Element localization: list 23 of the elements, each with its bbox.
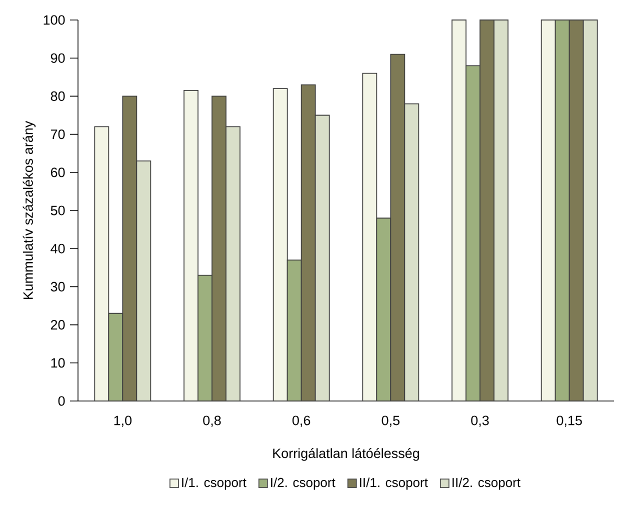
legend-label: II/2. csoport (452, 478, 520, 490)
x-tick-label: 1,0 (114, 416, 132, 427)
y-tick-label: 70 (50, 130, 65, 140)
y-tick-label: 60 (50, 168, 65, 178)
x-tick-label: 0,5 (382, 416, 400, 427)
legend-label: I/2. csoport (271, 478, 336, 490)
y-tick-label: 50 (50, 206, 65, 216)
y-tick-label: 20 (50, 320, 65, 330)
y-tick-label: 30 (50, 282, 65, 292)
x-tick-label: 0,3 (471, 416, 489, 427)
y-tick-label: 10 (51, 358, 65, 368)
y-tick-label: 90 (50, 53, 65, 63)
legend-label: II/1. csoport (360, 478, 428, 490)
y-axis-title: Kummulatív százalékos arány (22, 120, 36, 300)
legend-label: I/1. csoport (182, 478, 246, 490)
x-axis-title: Korrigálatlan látóélesség (273, 448, 420, 461)
y-tick-label: 40 (50, 244, 65, 254)
y-tick-label: 100 (44, 15, 65, 25)
y-tick-label: 80 (50, 91, 65, 101)
x-tick-label: 0,15 (556, 416, 582, 427)
y-tick-label: 0 (58, 396, 65, 406)
x-tick-label: 0,6 (292, 416, 310, 427)
x-tick-label: 0,8 (203, 416, 221, 427)
